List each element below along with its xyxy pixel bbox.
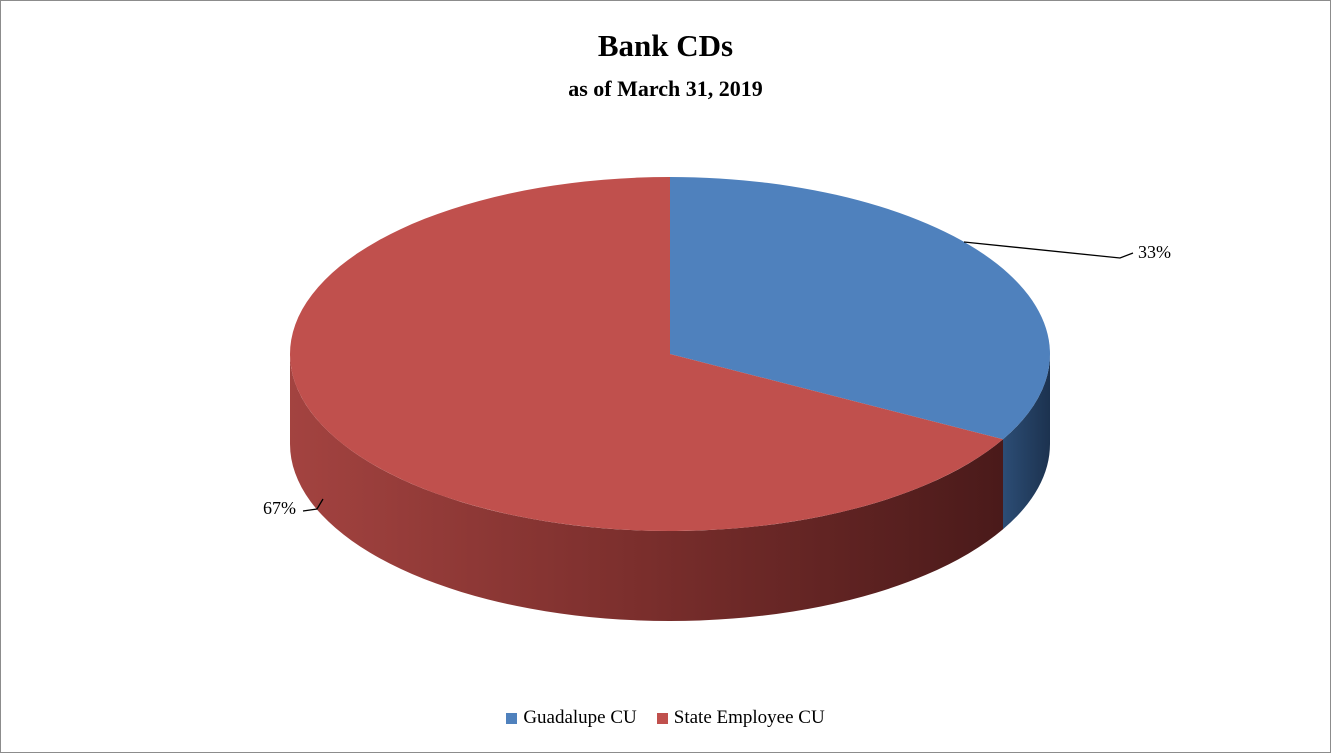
slice-side-guadalupe [1002, 354, 1051, 530]
data-label-guadalupe: 33% [1138, 242, 1171, 262]
legend-item-guadalupe: Guadalupe CU [506, 707, 637, 729]
chart-title: Bank CDs [597, 28, 734, 63]
legend-item-state-employee: State Employee CU [656, 707, 825, 729]
data-label-state-employee: 67% [263, 498, 296, 518]
legend-label-state-employee: State Employee CU [673, 707, 825, 728]
slice-state-employee [290, 177, 1003, 531]
legend-label-guadalupe: Guadalupe CU [523, 707, 637, 728]
legend-swatch-state-employee [656, 712, 668, 724]
slice-guadalupe [670, 177, 1050, 440]
leader-line [963, 241, 1134, 259]
chart-subtitle: as of March 31, 2019 [568, 76, 763, 101]
leader-line [302, 498, 324, 512]
legend: Guadalupe CU State Employee CU [0, 707, 1331, 729]
legend-swatch-guadalupe [506, 712, 518, 724]
slice-side-state-employee [290, 354, 1003, 621]
